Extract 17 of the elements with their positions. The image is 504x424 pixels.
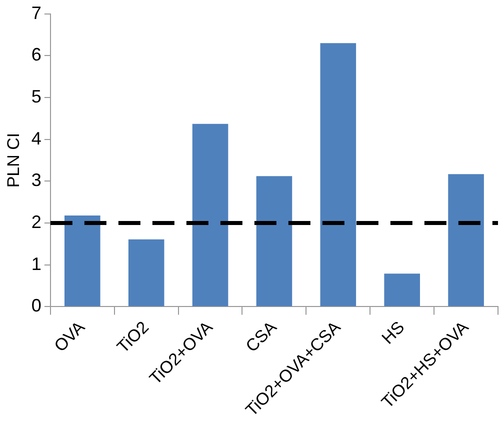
bar	[384, 274, 420, 306]
y-tick-label: 3	[31, 170, 42, 190]
bar	[192, 124, 228, 306]
bar	[448, 174, 484, 306]
y-tick-label: 0	[31, 296, 42, 316]
y-tick-label: 7	[31, 2, 42, 23]
x-tick-label: OVA	[50, 317, 89, 356]
bar	[256, 176, 292, 306]
bar	[128, 239, 164, 306]
y-tick-label: 5	[31, 86, 42, 106]
y-tick-label: 6	[31, 44, 42, 65]
y-tick-label: 1	[31, 254, 42, 274]
y-axis-title: PLN CI	[4, 132, 23, 188]
y-tick-label: 4	[31, 128, 42, 148]
y-tick-label: 2	[31, 212, 42, 232]
bar	[320, 43, 356, 306]
bar	[64, 216, 100, 306]
